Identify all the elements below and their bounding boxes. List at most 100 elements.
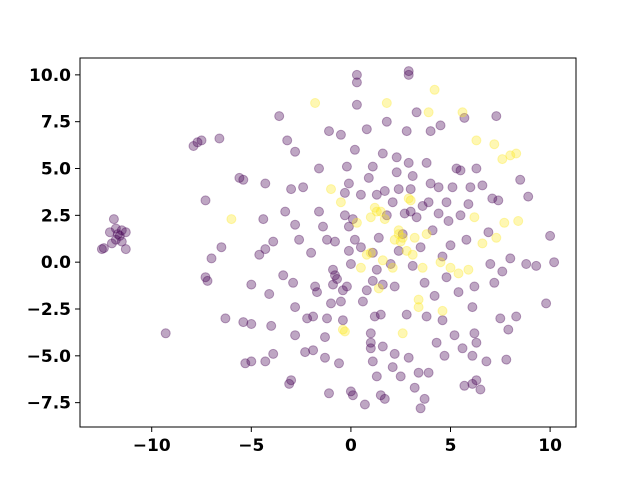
- scatter-point-class-0: [381, 116, 392, 127]
- scatter-point-class-0: [403, 69, 414, 80]
- scatter-point-class-0: [409, 382, 420, 393]
- scatter-point-class-0: [260, 356, 271, 367]
- scatter-point-class-0: [549, 257, 560, 268]
- x-tick-label: 5: [445, 436, 457, 456]
- scatter-point-class-0: [391, 167, 402, 178]
- scatter-point-class-0: [497, 266, 508, 277]
- scatter-point-class-0: [302, 313, 313, 324]
- scatter-point-class-0: [288, 277, 299, 288]
- scatter-point-class-0: [308, 345, 319, 356]
- scatter-point-class-1: [499, 217, 510, 228]
- scatter-point-class-0: [308, 311, 319, 322]
- scatter-point-class-0: [310, 281, 321, 292]
- scatter-point-class-1: [409, 232, 420, 243]
- scatter-point-class-1: [401, 245, 412, 256]
- scatter-point-class-0: [357, 296, 368, 307]
- scatter-point-class-0: [268, 348, 279, 359]
- scatter-point-class-0: [330, 236, 340, 247]
- scatter-point-class-0: [483, 227, 494, 238]
- scatter-point-class-0: [339, 210, 350, 221]
- scatter-point-class-0: [403, 352, 414, 363]
- scatter-point-class-0: [379, 186, 390, 196]
- scatter-point-class-0: [459, 380, 470, 391]
- scatter-point-class-0: [377, 148, 388, 159]
- scatter-point-class-0: [381, 210, 392, 221]
- scatter-point-class-0: [351, 99, 362, 110]
- scatter-point-class-0: [421, 311, 432, 322]
- scatter-point-class-0: [335, 296, 346, 307]
- scatter-point-class-1: [395, 236, 406, 247]
- scatter-point-class-0: [373, 232, 384, 243]
- scatter-point-class-0: [429, 290, 440, 301]
- scatter-point-class-0: [216, 242, 227, 253]
- scatter-point-class-0: [266, 320, 277, 331]
- scatter-point-class-1: [505, 150, 516, 161]
- scatter-point-class-0: [425, 178, 436, 189]
- scatter-point-class-0: [389, 348, 400, 359]
- scatter-point-class-0: [264, 289, 275, 299]
- scatter-point-class-0: [294, 234, 305, 245]
- scatter-point-class-0: [112, 229, 123, 240]
- y-tick-label: −7.5: [27, 394, 71, 414]
- scatter-point-class-1: [337, 324, 348, 335]
- scatter-point-class-1: [407, 249, 418, 260]
- scatter-point-class-0: [393, 184, 404, 195]
- scatter-point-class-0: [375, 309, 386, 320]
- scatter-point-class-0: [284, 378, 295, 389]
- scatter-point-class-0: [314, 163, 324, 174]
- scatter-point-class-0: [415, 242, 426, 253]
- scatter-point-class-0: [104, 227, 115, 238]
- scatter-point-class-0: [413, 367, 424, 378]
- scatter-point-class-0: [371, 189, 382, 200]
- x-tick-label: −5: [238, 436, 264, 456]
- scatter-point-class-0: [411, 107, 422, 118]
- scatter-point-class-1: [379, 214, 390, 225]
- scatter-point-class-0: [290, 302, 301, 313]
- scatter-point-class-1: [393, 229, 404, 240]
- scatter-point-class-0: [447, 182, 458, 193]
- scatter-point-class-0: [375, 390, 386, 401]
- scatter-point-class-0: [345, 386, 356, 397]
- scatter-point-class-0: [286, 375, 297, 386]
- x-axis: −10 −5 0 5 10: [133, 427, 562, 456]
- scatter-point-class-0: [419, 277, 430, 288]
- scatter-point-class-0: [110, 234, 121, 245]
- scatter-point-class-1: [389, 234, 400, 245]
- scatter-point-class-0: [423, 367, 434, 378]
- scatter-point-class-0: [435, 120, 446, 131]
- scatter-point-class-1: [377, 255, 388, 266]
- scatter-point-class-0: [202, 275, 213, 286]
- scatter-point-class-0: [120, 244, 131, 255]
- scatter-point-class-1: [413, 294, 424, 305]
- scatter-point-class-0: [379, 393, 390, 404]
- scatter-point-class-0: [405, 184, 416, 195]
- scatter-point-class-0: [471, 163, 482, 174]
- scatter-point-class-0: [106, 238, 117, 249]
- scatter-point-class-0: [347, 214, 358, 225]
- scatter-point-class-0: [116, 225, 127, 236]
- scatter-point-class-1: [369, 202, 380, 213]
- scatter-point-class-1: [437, 305, 448, 316]
- scatter-point-class-0: [312, 287, 322, 298]
- scatter-point-class-0: [439, 350, 450, 361]
- scatter-point-class-0: [397, 229, 408, 240]
- scatter-point-class-1: [339, 326, 350, 337]
- scatter-point-class-0: [324, 388, 334, 399]
- scatter-point-class-0: [395, 371, 406, 382]
- scatter-point-class-0: [377, 341, 388, 352]
- scatter-point-class-0: [467, 378, 478, 389]
- scatter-point-class-0: [298, 182, 309, 193]
- scatter-point-class-0: [467, 302, 478, 313]
- scatter-point-class-0: [363, 172, 374, 183]
- scatter-point-class-1: [457, 107, 468, 118]
- scatter-point-class-0: [461, 234, 472, 245]
- y-tick-label: 0.0: [41, 253, 71, 273]
- scatter-point-class-0: [322, 234, 332, 245]
- scatter-point-class-0: [503, 324, 514, 335]
- scatter-points: [96, 66, 560, 414]
- scatter-point-class-0: [433, 208, 444, 219]
- scatter-point-class-0: [545, 230, 556, 241]
- scatter-point-class-1: [413, 302, 424, 313]
- scatter-point-class-0: [246, 319, 257, 329]
- scatter-point-class-1: [365, 212, 376, 223]
